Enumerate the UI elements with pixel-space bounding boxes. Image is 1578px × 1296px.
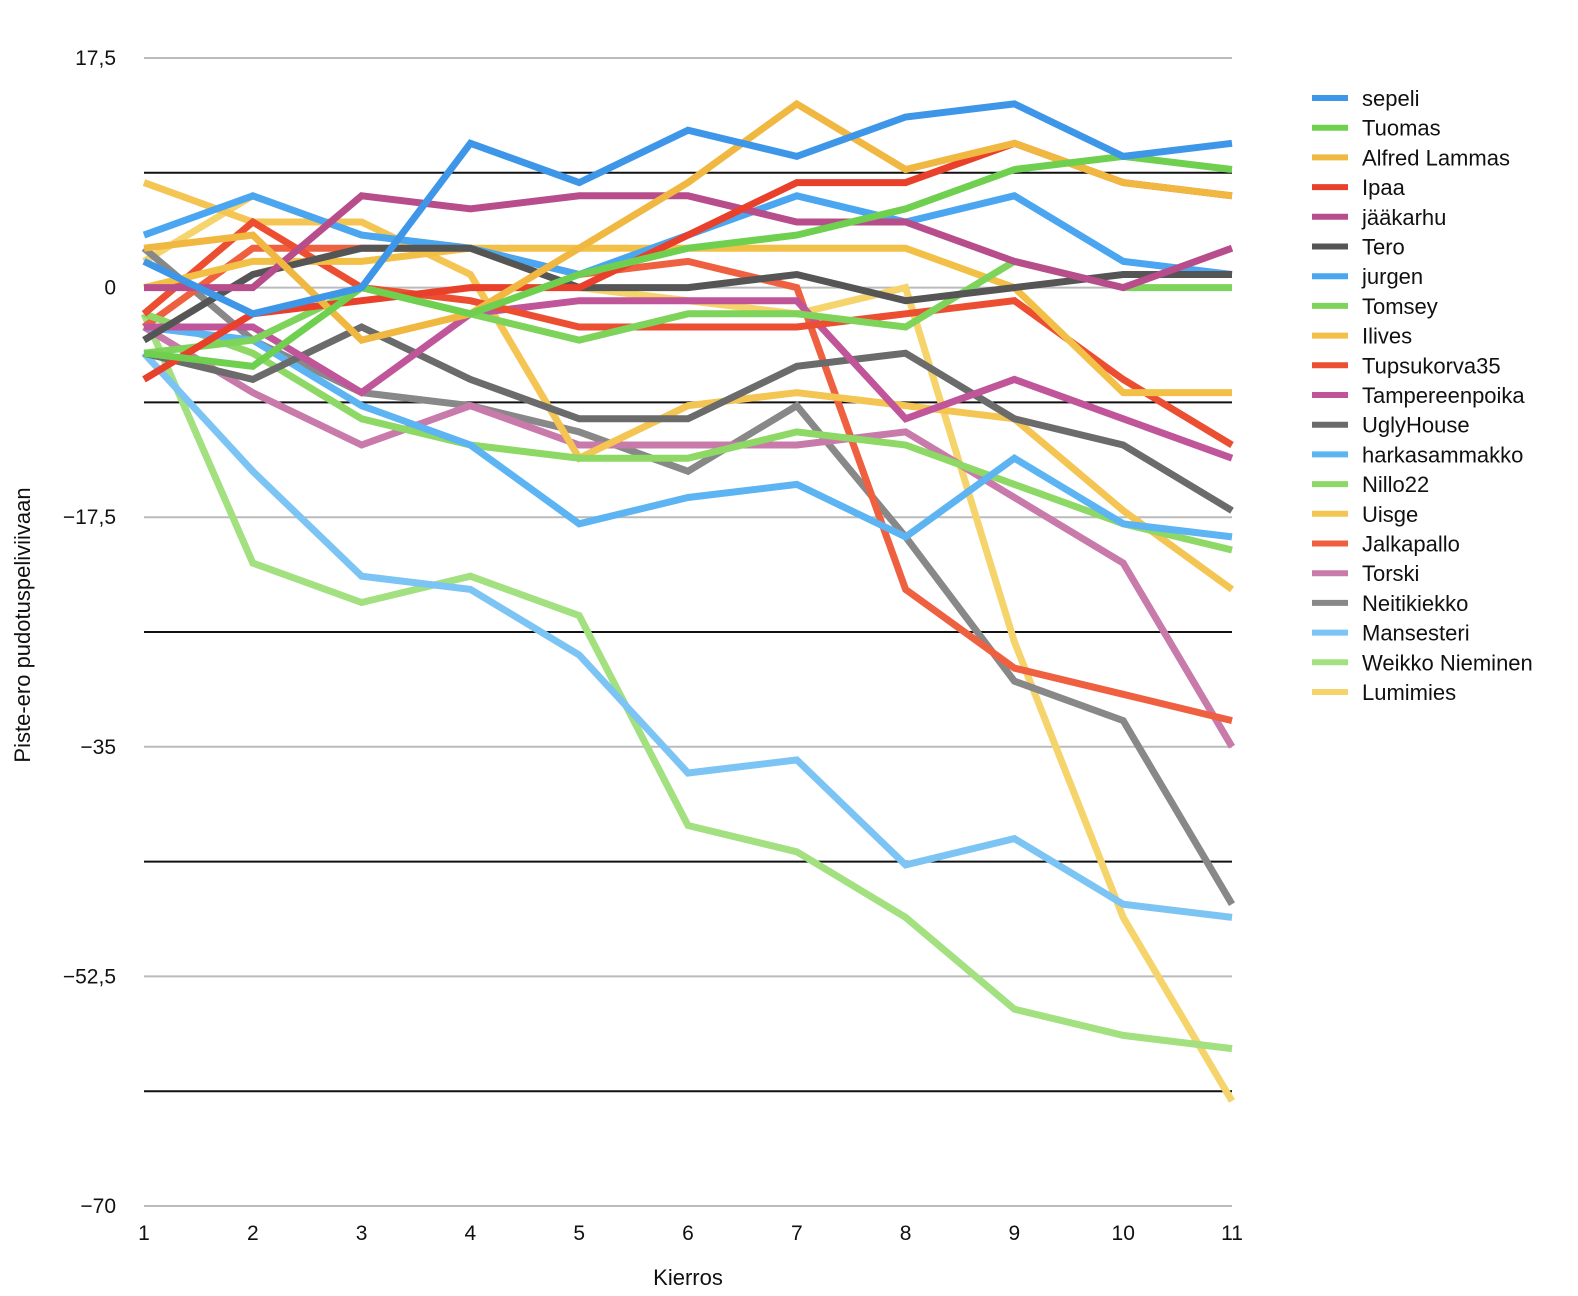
series-line-17 [141, 245, 1236, 906]
legend-label-5: Tero [1362, 235, 1405, 260]
legend-label-20: Lumimies [1362, 680, 1456, 705]
legend-label-7: Tomsey [1362, 294, 1438, 319]
x-tick-label: 1 [138, 1222, 150, 1245]
y-axis-ticks: 17,5 0 −17,5 −35 −52,5 −70 [63, 47, 116, 1218]
legend-label-2: Alfred Lammas [1362, 145, 1510, 170]
legend-label-10: Tampereenpoika [1362, 383, 1525, 408]
x-tick-label: 10 [1112, 1222, 1135, 1245]
series-line-18 [141, 350, 1233, 921]
legend-label-17: Neitikiekko [1362, 591, 1468, 616]
legend-label-4: jääkarhu [1361, 205, 1446, 230]
legend-label-6: jurgen [1361, 264, 1423, 289]
y-tick-label: −52,5 [63, 965, 116, 988]
series-line-0 [142, 100, 1233, 318]
legend-label-9: Tupsukorva35 [1362, 353, 1501, 378]
y-tick-label: 17,5 [75, 47, 116, 70]
x-tick-label: 5 [573, 1222, 585, 1245]
gridlines [144, 57, 1232, 1207]
series-line-20 [142, 191, 1236, 1103]
x-tick-label: 9 [1009, 1222, 1021, 1245]
series-line-2 [143, 99, 1233, 344]
series-lines [140, 99, 1236, 1103]
series-line-16 [142, 324, 1236, 749]
legend-label-14: Uisge [1362, 502, 1418, 527]
x-tick-label: 8 [900, 1222, 912, 1245]
legend-label-13: Nillo22 [1362, 472, 1429, 497]
series-line-10 [144, 297, 1234, 462]
x-tick-label: 6 [682, 1222, 694, 1245]
legend-label-19: Weikko Nieminen [1362, 650, 1533, 675]
x-tick-label: 3 [356, 1222, 368, 1245]
legend-label-8: Ilives [1362, 324, 1412, 349]
x-tick-label: 4 [465, 1222, 477, 1245]
legend-label-12: harkasammakko [1362, 442, 1523, 467]
series-line-15 [141, 244, 1233, 725]
series-line-12 [143, 323, 1233, 541]
series-line-13 [142, 310, 1233, 554]
x-tick-label: 11 [1221, 1222, 1243, 1245]
y-tick-label: −35 [80, 736, 116, 759]
x-tick-label: 7 [791, 1222, 803, 1245]
legend-label-15: Jalkapallo [1362, 532, 1460, 557]
series-line-5 [142, 244, 1232, 344]
x-axis-label: Kierros [653, 1265, 723, 1290]
series-line-11 [143, 323, 1234, 514]
series-line-9 [141, 217, 1234, 448]
legend-label-16: Torski [1362, 561, 1419, 586]
legend-label-3: Ipaa [1362, 175, 1406, 200]
legend-label-18: Mansesteri [1362, 621, 1470, 646]
series-line-1 [143, 152, 1233, 370]
legend: sepeli Tuomas Alfred Lammas Ipaa jääkarhu Ter… [1312, 86, 1533, 705]
y-tick-label: 0 [104, 277, 116, 300]
legend-label-11: UglyHouse [1362, 413, 1470, 438]
legend-label-1: Tuomas [1362, 116, 1441, 141]
x-axis-ticks: 1 2 3 4 5 6 7 8 9 10 11 [138, 1222, 1243, 1245]
y-tick-label: −17,5 [63, 506, 116, 529]
x-tick-label: 2 [247, 1222, 259, 1245]
y-axis-label: Piste-ero pudotuspeliviivaan [10, 487, 35, 762]
series-line-19 [140, 312, 1233, 1053]
series-line-4 [144, 192, 1234, 292]
y-tick-label: −70 [80, 1195, 116, 1218]
legend-label-0: sepeli [1362, 86, 1419, 111]
